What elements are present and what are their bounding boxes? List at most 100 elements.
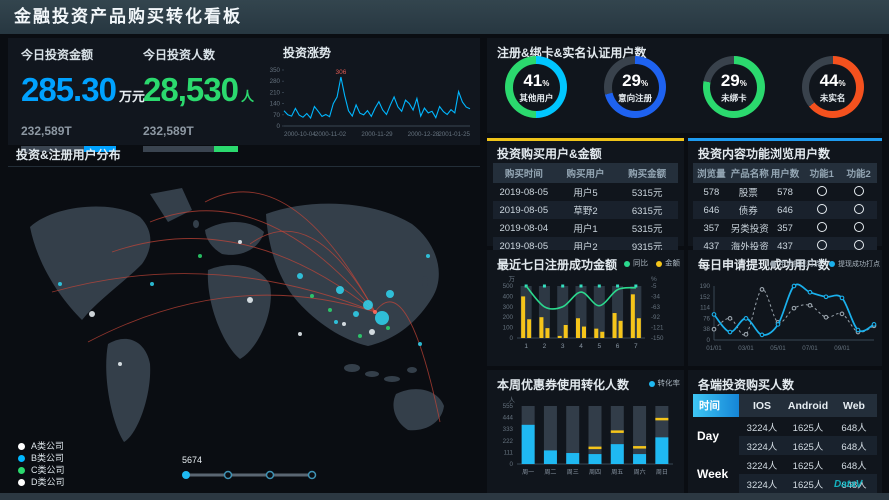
coupon-panel: 本周优惠券使用转化人数 转化率 人 0 111 222 333 444 555 周一 周二 周三 周… — [487, 370, 684, 496]
svg-text:100: 100 — [503, 325, 514, 332]
stat-label: 今日投资人数 — [143, 48, 216, 62]
trend-chart-title: 投资涨势 — [283, 46, 332, 60]
svg-text:3: 3 — [561, 343, 565, 350]
svg-text:周四: 周四 — [589, 469, 601, 476]
svg-text:350: 350 — [270, 67, 281, 74]
legend-item: 同比 — [624, 258, 648, 268]
stat-sub-value: 232,589T — [21, 124, 72, 138]
svg-text:01/01: 01/01 — [706, 345, 722, 352]
column-header: IOS — [739, 394, 785, 417]
function-circle-icon[interactable] — [853, 185, 864, 196]
svg-text:-34: -34 — [651, 293, 661, 300]
platform-table-panel: 各端投资购买人数 时间 IOS Android Web Day 3224人 1625人 648… — [688, 370, 882, 500]
svg-text:400: 400 — [503, 293, 514, 300]
slider-handle[interactable] — [182, 471, 190, 479]
column-header: 浏览量 — [693, 163, 730, 183]
table-row: 2019-08-05 用户5 5315元 — [499, 186, 663, 200]
coupon-title: 本周优惠券使用转化人数 — [497, 378, 630, 392]
svg-text:05/01: 05/01 — [770, 345, 786, 352]
svg-text:6: 6 — [616, 343, 620, 350]
seven-day-panel: 最近七日注册成功金额 同比 金额 万% 0 100 200 300 400 500 -5 -34 -… — [487, 250, 684, 366]
stat-unit: 人 — [240, 89, 254, 104]
svg-text:4: 4 — [579, 343, 583, 350]
progress-bar — [21, 146, 116, 152]
svg-text:500: 500 — [503, 283, 514, 290]
row-group-label: Week — [697, 467, 729, 481]
svg-text:周三: 周三 — [567, 469, 579, 476]
donut-charts: 41% 其他用户 29% 意向注册 29% 未绑卡 44% 未实名 — [487, 56, 882, 118]
stat-sub-value: 232,589T — [143, 124, 194, 138]
stat-value: 28,530 — [143, 71, 239, 108]
legend-item: 转化率 — [648, 378, 680, 388]
coupon-legend: 转化率 — [641, 378, 680, 389]
svg-text:7: 7 — [634, 343, 638, 350]
slider-step[interactable] — [223, 470, 233, 480]
function-circle-icon[interactable] — [816, 221, 827, 232]
slider-step[interactable] — [265, 470, 275, 480]
svg-text:5: 5 — [597, 343, 601, 350]
column-header: 购买用户 — [554, 163, 617, 183]
function-circle-icon[interactable] — [816, 239, 827, 250]
footer-strip — [0, 493, 889, 500]
svg-text:2000-10-04: 2000-10-04 — [284, 131, 316, 138]
svg-text:周一: 周一 — [522, 469, 534, 476]
svg-text:万: 万 — [509, 275, 516, 283]
legend-item: 提现成功打点 — [829, 261, 880, 268]
withdraw-chart: 0 38 76 114 152 190 01/01 03/01 05/01 07/01 09/01 — [700, 283, 877, 352]
browse-table-panel: 投资内容功能浏览用户数 浏览量 产品名称 用户数 功能1 功能2 578 股票 578 646 债… — [688, 138, 882, 271]
column-header: 时间 — [693, 394, 739, 417]
slider-step[interactable] — [307, 470, 317, 480]
timeline-slider[interactable]: 5674 — [178, 455, 323, 488]
svg-text:2001-01-25: 2001-01-25 — [438, 131, 470, 138]
table-row: Week 3224人 1625人 648人 — [693, 455, 877, 482]
svg-text:0: 0 — [707, 337, 711, 344]
table-row: 2019-08-04 用户1 5315元 — [499, 222, 663, 236]
purchase-table-title: 投资购买用户&金额 — [497, 147, 602, 161]
svg-text:70: 70 — [273, 112, 280, 119]
svg-text:333: 333 — [503, 426, 514, 433]
svg-text:306: 306 — [336, 69, 347, 76]
svg-text:76: 76 — [703, 315, 710, 322]
column-header: Android — [785, 394, 831, 417]
donut-chart: 41% 其他用户 — [505, 56, 568, 118]
stat-label: 今日投资金额 — [21, 48, 94, 62]
svg-text:2000-11-02: 2000-11-02 — [315, 131, 347, 138]
svg-text:-5: -5 — [651, 283, 657, 290]
svg-text:140: 140 — [270, 101, 281, 108]
svg-text:-63: -63 — [651, 304, 661, 311]
function-circle-icon[interactable] — [853, 221, 864, 232]
svg-text:444: 444 — [503, 415, 514, 422]
svg-text:222: 222 — [503, 438, 514, 445]
map-legend: A类公司 B类公司 C类公司 D类公司 — [18, 440, 65, 488]
svg-text:114: 114 — [700, 305, 710, 312]
slider-track[interactable] — [178, 465, 323, 483]
function-circle-icon[interactable] — [816, 203, 827, 214]
page-title: 金融投资产品购买转化看板 — [0, 0, 889, 34]
svg-text:-92: -92 — [651, 314, 661, 321]
function-circle-icon[interactable] — [853, 203, 864, 214]
column-header: 购买金额 — [616, 163, 678, 183]
stats-panel: 今日投资金额 285.30 万元 232,589T 今日投资人数 28,530 人 … — [8, 38, 480, 152]
svg-text:280: 280 — [270, 78, 281, 85]
donut-chart: 29% 意向注册 — [604, 56, 667, 118]
svg-text:38: 38 — [703, 326, 710, 333]
svg-text:07/01: 07/01 — [802, 345, 818, 352]
svg-text:200: 200 — [503, 314, 514, 321]
svg-text:周日: 周日 — [656, 469, 668, 476]
svg-text:0: 0 — [510, 461, 514, 468]
platform-table-title: 各端投资购买人数 — [698, 378, 795, 392]
function-circle-icon[interactable] — [816, 185, 827, 196]
stat-unit: 万元 — [118, 89, 145, 104]
svg-text:-121: -121 — [651, 325, 664, 332]
table-row: Day 3224人 1625人 648人 — [693, 417, 877, 444]
slider-value: 5674 — [182, 455, 203, 465]
world-map — [30, 188, 444, 442]
function-circle-icon[interactable] — [853, 239, 864, 250]
svg-text:190: 190 — [700, 283, 711, 290]
divider — [8, 166, 480, 167]
donut-chart: 29% 未绑卡 — [702, 56, 765, 118]
invest-trend-chart: 0 70 140 210 280 350 2000-10-04 2000-11-02 2000-… — [270, 67, 471, 138]
svg-text:-150: -150 — [651, 335, 664, 342]
column-header: 购买时间 — [493, 163, 555, 183]
donut-chart: 44% 未实名 — [801, 56, 864, 118]
